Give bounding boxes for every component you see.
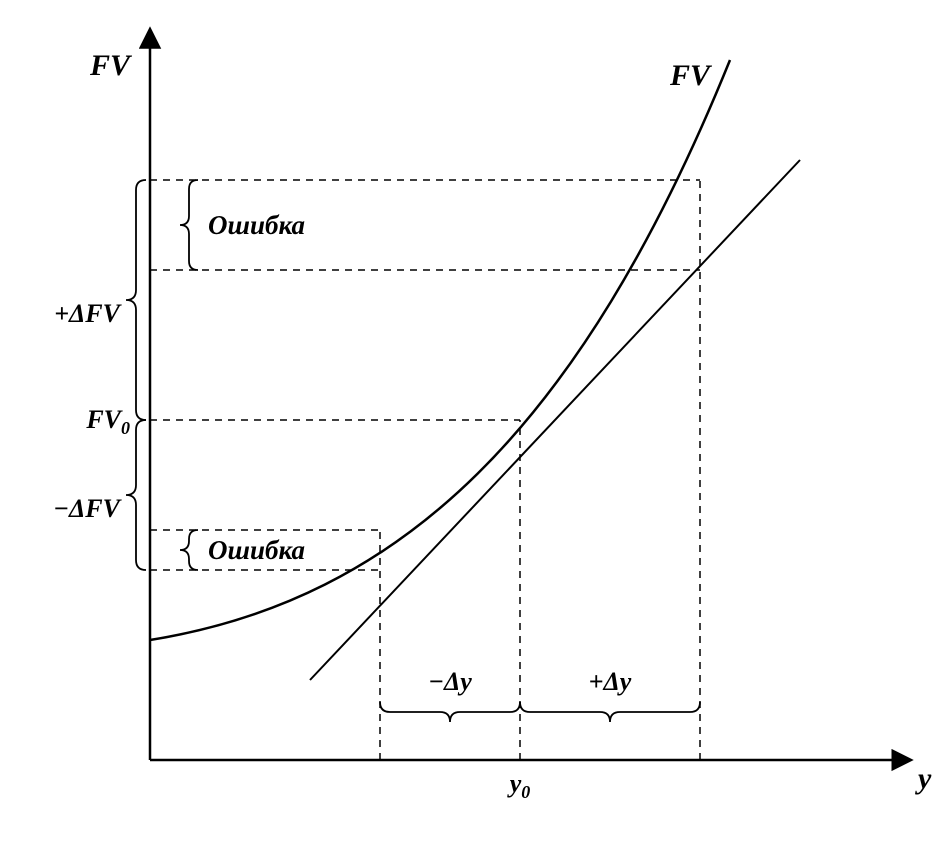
brace-plus-dfv	[126, 180, 146, 420]
label-plus-dy: +Δy	[589, 667, 632, 696]
label-fv0: FV0	[85, 405, 130, 438]
label-plus-dfv: +ΔFV	[54, 299, 122, 328]
label-error-upper: Ошибка	[208, 210, 305, 240]
tangent-line	[310, 160, 800, 680]
x-axis-label: y	[915, 762, 932, 795]
brace-minus-dy	[380, 702, 520, 722]
label-error-lower: Ошибка	[208, 535, 305, 565]
brace-minus-dfv	[126, 420, 146, 570]
label-minus-dy: −Δy	[428, 667, 472, 696]
brace-error-lower	[180, 530, 198, 570]
curve-label: FV	[669, 59, 713, 92]
brace-plus-dy	[520, 702, 700, 722]
y-axis-label: FV	[89, 49, 133, 82]
label-minus-dfv: −ΔFV	[53, 494, 122, 523]
label-y0: y0	[507, 769, 531, 802]
brace-error-upper	[180, 180, 198, 270]
